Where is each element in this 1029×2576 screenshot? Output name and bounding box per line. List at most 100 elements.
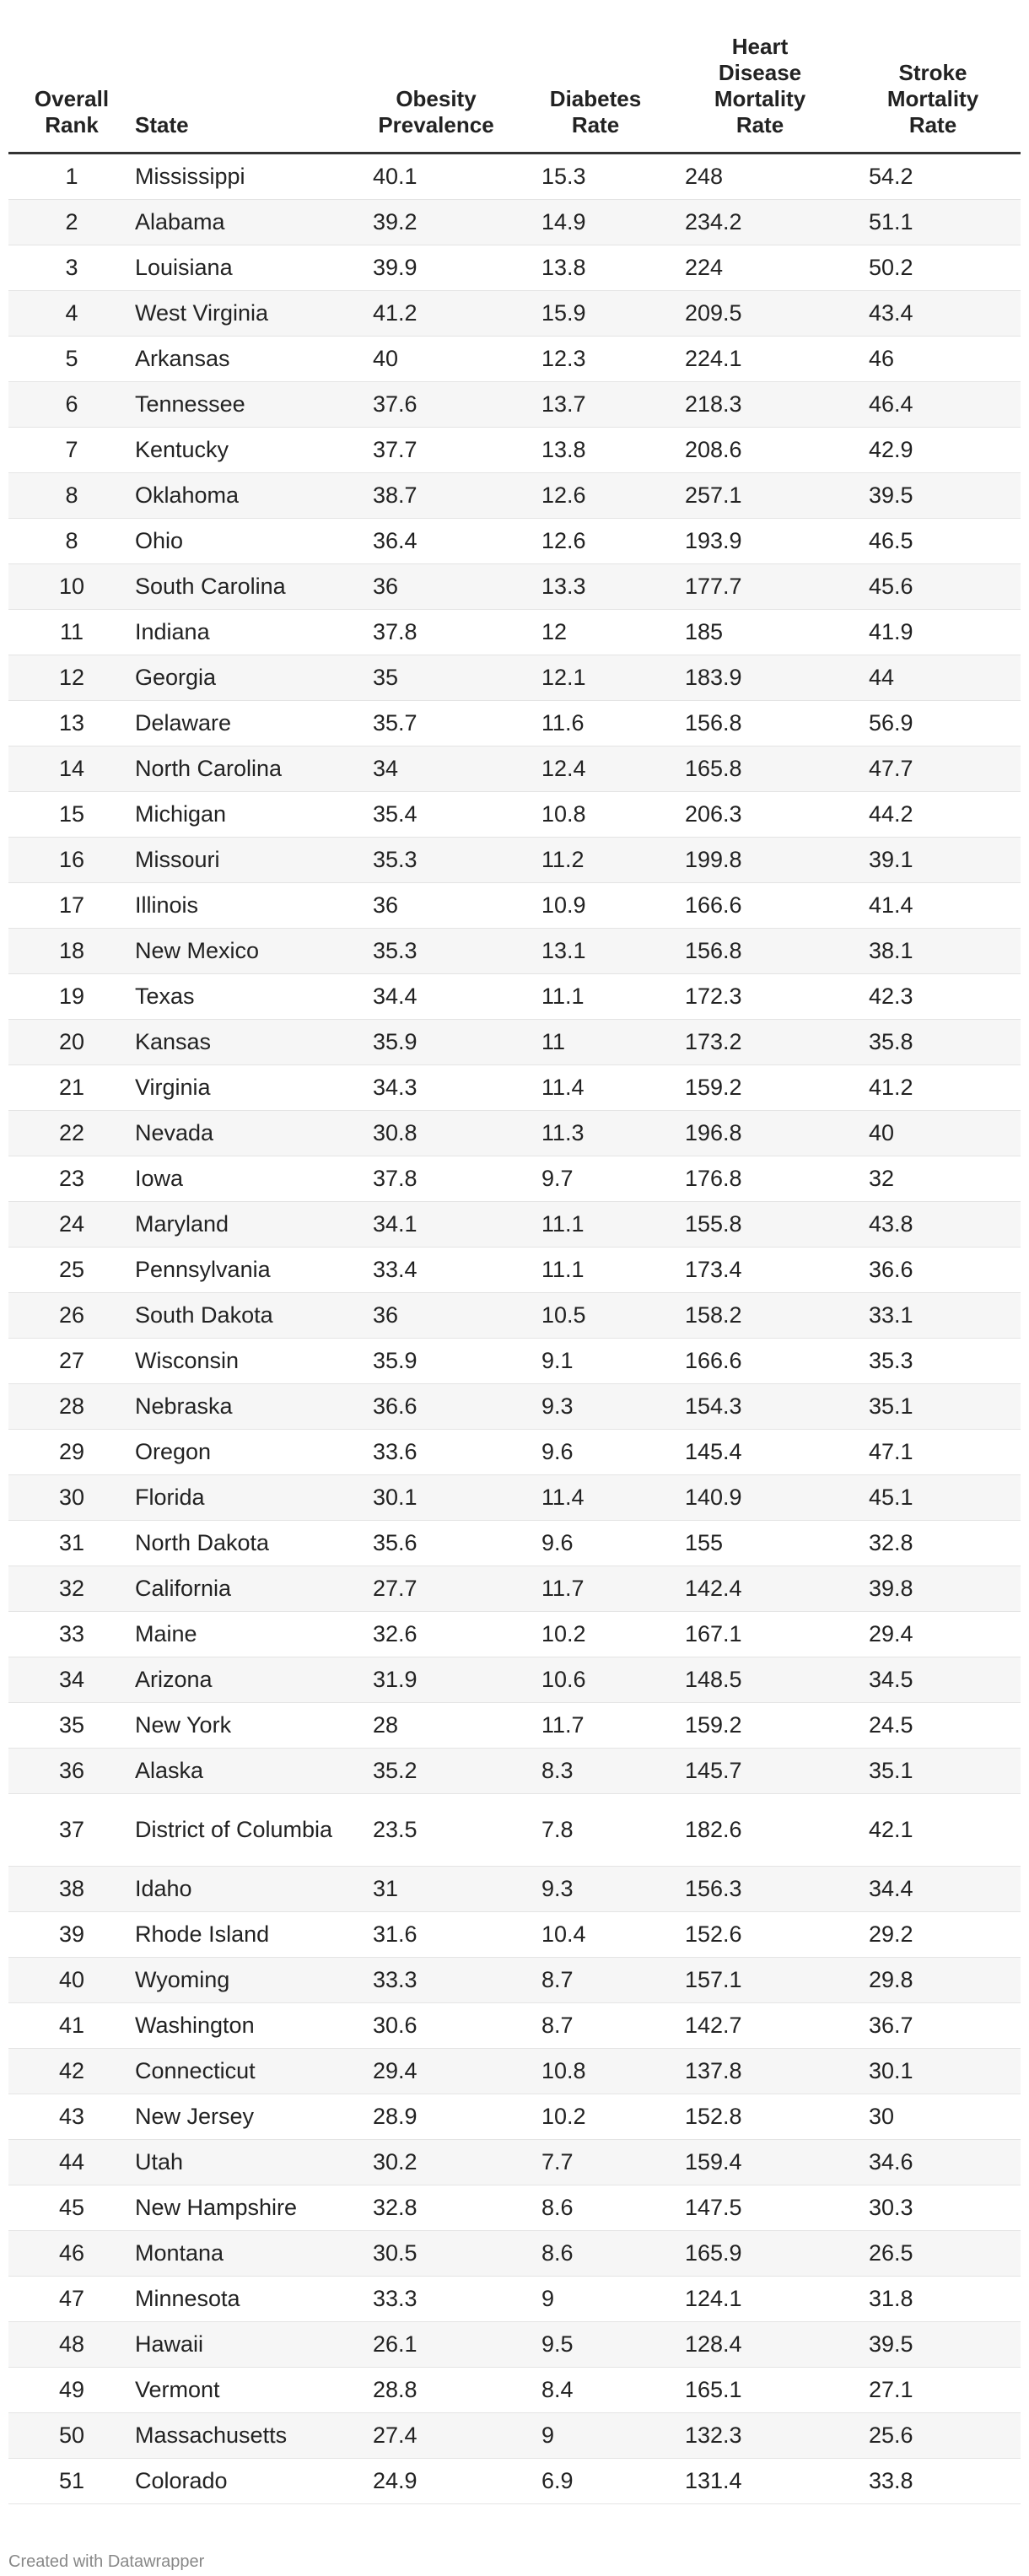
table-row: 42 Connecticut 29.4 10.8 137.8 30.1 bbox=[8, 2048, 1021, 2094]
cell-heart-disease-mortality-rate: 156.8 bbox=[675, 700, 845, 746]
column-header-heart-disease-mortality-rate[interactable]: Heart Disease Mortality Rate bbox=[675, 34, 845, 154]
cell-obesity-prevalence: 35.9 bbox=[356, 1019, 516, 1065]
cell-overall-rank: 8 bbox=[8, 518, 135, 564]
cell-overall-rank: 30 bbox=[8, 1474, 135, 1521]
cell-heart-disease-mortality-rate: 157.1 bbox=[675, 1957, 845, 2003]
table-row: 46 Montana 30.5 8.6 165.9 26.5 bbox=[8, 2230, 1021, 2277]
cell-diabetes-rate: 10.8 bbox=[516, 791, 675, 838]
cell-overall-rank: 44 bbox=[8, 2139, 135, 2185]
table-row: 7 Kentucky 37.7 13.8 208.6 42.9 bbox=[8, 427, 1021, 473]
cell-stroke-mortality-rate: 38.1 bbox=[845, 928, 1021, 974]
cell-diabetes-rate: 15.3 bbox=[516, 153, 675, 200]
cell-heart-disease-mortality-rate: 257.1 bbox=[675, 472, 845, 519]
cell-state: Wisconsin bbox=[135, 1338, 356, 1384]
header-line: Rate bbox=[735, 112, 784, 137]
cell-overall-rank: 50 bbox=[8, 2412, 135, 2459]
cell-diabetes-rate: 10.2 bbox=[516, 2094, 675, 2140]
cell-stroke-mortality-rate: 39.5 bbox=[845, 2321, 1021, 2368]
cell-stroke-mortality-rate: 35.1 bbox=[845, 1748, 1021, 1794]
column-header-state[interactable]: State bbox=[135, 34, 356, 154]
cell-stroke-mortality-rate: 31.8 bbox=[845, 2276, 1021, 2322]
cell-heart-disease-mortality-rate: 206.3 bbox=[675, 791, 845, 838]
cell-overall-rank: 17 bbox=[8, 882, 135, 929]
cell-heart-disease-mortality-rate: 145.4 bbox=[675, 1429, 845, 1475]
cell-overall-rank: 37 bbox=[8, 1793, 135, 1867]
cell-stroke-mortality-rate: 43.4 bbox=[845, 290, 1021, 337]
cell-state: Connecticut bbox=[135, 2048, 356, 2094]
table-row: 28 Nebraska 36.6 9.3 154.3 35.1 bbox=[8, 1383, 1021, 1430]
cell-stroke-mortality-rate: 25.6 bbox=[845, 2412, 1021, 2459]
column-header-stroke-mortality-rate[interactable]: Stroke Mortality Rate bbox=[845, 34, 1021, 154]
table-row: 24 Maryland 34.1 11.1 155.8 43.8 bbox=[8, 1201, 1021, 1248]
column-header-overall-rank[interactable]: Overall Rank bbox=[8, 34, 135, 154]
cell-obesity-prevalence: 31 bbox=[356, 1866, 516, 1912]
cell-stroke-mortality-rate: 32 bbox=[845, 1156, 1021, 1202]
cell-stroke-mortality-rate: 30.3 bbox=[845, 2185, 1021, 2231]
cell-heart-disease-mortality-rate: 234.2 bbox=[675, 199, 845, 245]
cell-state: Utah bbox=[135, 2139, 356, 2185]
cell-heart-disease-mortality-rate: 176.8 bbox=[675, 1156, 845, 1202]
cell-overall-rank: 4 bbox=[8, 290, 135, 337]
cell-stroke-mortality-rate: 42.1 bbox=[845, 1793, 1021, 1867]
cell-stroke-mortality-rate: 39.5 bbox=[845, 472, 1021, 519]
cell-obesity-prevalence: 36 bbox=[356, 563, 516, 610]
cell-diabetes-rate: 8.7 bbox=[516, 2002, 675, 2049]
cell-heart-disease-mortality-rate: 159.2 bbox=[675, 1702, 845, 1749]
table-row: 25 Pennsylvania 33.4 11.1 173.4 36.6 bbox=[8, 1247, 1021, 1293]
data-table-container: Overall Rank State Obesity Prevalence Di… bbox=[8, 34, 1021, 2504]
cell-heart-disease-mortality-rate: 148.5 bbox=[675, 1657, 845, 1703]
table-row: 31 North Dakota 35.6 9.6 155 32.8 bbox=[8, 1520, 1021, 1566]
column-header-obesity-prevalence[interactable]: Obesity Prevalence bbox=[356, 34, 516, 154]
header-line: Mortality bbox=[714, 86, 806, 111]
cell-obesity-prevalence: 33.4 bbox=[356, 1247, 516, 1293]
cell-state: Nebraska bbox=[135, 1383, 356, 1430]
cell-diabetes-rate: 9.6 bbox=[516, 1520, 675, 1566]
table-row: 13 Delaware 35.7 11.6 156.8 56.9 bbox=[8, 700, 1021, 746]
cell-stroke-mortality-rate: 41.9 bbox=[845, 609, 1021, 655]
cell-obesity-prevalence: 34 bbox=[356, 746, 516, 792]
cell-overall-rank: 31 bbox=[8, 1520, 135, 1566]
cell-overall-rank: 42 bbox=[8, 2048, 135, 2094]
cell-obesity-prevalence: 30.5 bbox=[356, 2230, 516, 2277]
header-line: Overall bbox=[34, 86, 110, 111]
cell-obesity-prevalence: 23.5 bbox=[356, 1793, 516, 1867]
cell-stroke-mortality-rate: 41.4 bbox=[845, 882, 1021, 929]
cell-heart-disease-mortality-rate: 196.8 bbox=[675, 1110, 845, 1156]
cell-obesity-prevalence: 37.7 bbox=[356, 427, 516, 473]
cell-overall-rank: 48 bbox=[8, 2321, 135, 2368]
table-row: 33 Maine 32.6 10.2 167.1 29.4 bbox=[8, 1611, 1021, 1657]
cell-heart-disease-mortality-rate: 152.8 bbox=[675, 2094, 845, 2140]
table-row: 37 District of Columbia 23.5 7.8 182.6 42.1 bbox=[8, 1793, 1021, 1867]
cell-diabetes-rate: 13.1 bbox=[516, 928, 675, 974]
header-line: Rank bbox=[45, 112, 99, 137]
cell-state: Maryland bbox=[135, 1201, 356, 1248]
cell-diabetes-rate: 9.3 bbox=[516, 1866, 675, 1912]
cell-diabetes-rate: 9.6 bbox=[516, 1429, 675, 1475]
cell-stroke-mortality-rate: 34.4 bbox=[845, 1866, 1021, 1912]
cell-obesity-prevalence: 28 bbox=[356, 1702, 516, 1749]
cell-stroke-mortality-rate: 44.2 bbox=[845, 791, 1021, 838]
cell-heart-disease-mortality-rate: 173.4 bbox=[675, 1247, 845, 1293]
datawrapper-credit[interactable]: Created with Datawrapper bbox=[8, 2552, 205, 2571]
cell-heart-disease-mortality-rate: 142.4 bbox=[675, 1566, 845, 1612]
cell-stroke-mortality-rate: 30 bbox=[845, 2094, 1021, 2140]
cell-stroke-mortality-rate: 29.4 bbox=[845, 1611, 1021, 1657]
cell-state: Rhode Island bbox=[135, 1911, 356, 1958]
cell-overall-rank: 49 bbox=[8, 2367, 135, 2413]
cell-state: Kansas bbox=[135, 1019, 356, 1065]
column-header-diabetes-rate[interactable]: Diabetes Rate bbox=[516, 34, 675, 154]
cell-obesity-prevalence: 30.2 bbox=[356, 2139, 516, 2185]
header-line: Diabetes bbox=[549, 86, 642, 111]
cell-obesity-prevalence: 38.7 bbox=[356, 472, 516, 519]
cell-state: Mississippi bbox=[135, 153, 356, 200]
cell-state: Colorado bbox=[135, 2458, 356, 2504]
cell-heart-disease-mortality-rate: 218.3 bbox=[675, 381, 845, 428]
header-line: Heart bbox=[731, 34, 789, 59]
cell-heart-disease-mortality-rate: 166.6 bbox=[675, 882, 845, 929]
cell-stroke-mortality-rate: 36.7 bbox=[845, 2002, 1021, 2049]
cell-stroke-mortality-rate: 29.8 bbox=[845, 1957, 1021, 2003]
table-row: 5 Arkansas 40 12.3 224.1 46 bbox=[8, 336, 1021, 382]
cell-overall-rank: 39 bbox=[8, 1911, 135, 1958]
cell-stroke-mortality-rate: 41.2 bbox=[845, 1064, 1021, 1111]
cell-heart-disease-mortality-rate: 158.2 bbox=[675, 1292, 845, 1339]
